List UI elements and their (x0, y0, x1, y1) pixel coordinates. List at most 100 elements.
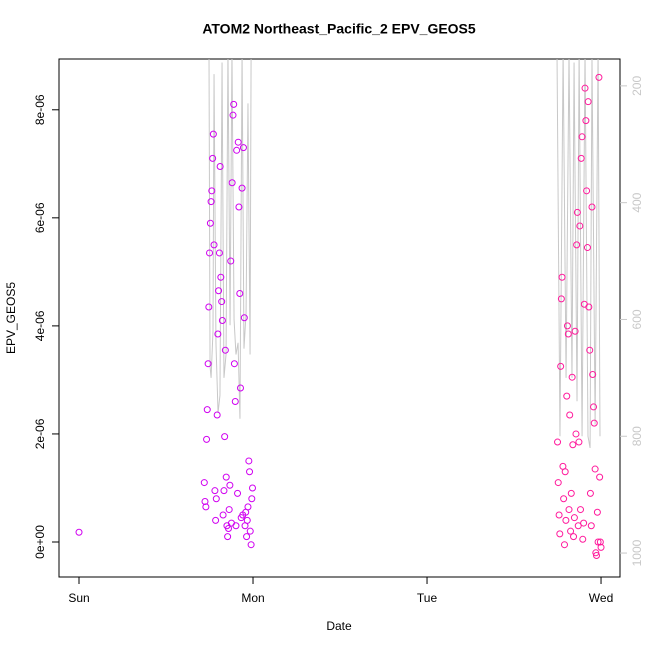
point (230, 100, 238, 108)
point (234, 138, 242, 146)
point (230, 360, 238, 368)
point (224, 524, 232, 532)
point (202, 503, 210, 511)
point (591, 465, 599, 473)
point (215, 249, 223, 257)
point (583, 187, 591, 195)
y-axis-label: EPV_GEOS5 (4, 282, 18, 354)
point (248, 495, 256, 503)
point (229, 111, 237, 119)
x-tick-label: Tue (417, 591, 438, 605)
point (593, 508, 601, 516)
point (572, 430, 580, 438)
point (585, 303, 593, 311)
point (75, 528, 83, 536)
point (246, 468, 254, 476)
y2-tick-label: 600 (630, 309, 644, 329)
point (200, 479, 208, 487)
point (597, 543, 605, 551)
point (570, 533, 578, 541)
point (243, 516, 251, 524)
point (565, 506, 573, 514)
point (225, 506, 233, 514)
point (577, 506, 585, 514)
point (554, 438, 562, 446)
point (560, 495, 568, 503)
point (562, 516, 570, 524)
point (217, 273, 225, 281)
point (582, 117, 590, 125)
point (233, 146, 241, 154)
y-tick-label: 0e+00 (33, 525, 47, 559)
point (228, 179, 236, 187)
point (567, 527, 575, 535)
point (238, 184, 246, 192)
point (210, 241, 218, 249)
point (203, 406, 211, 414)
point (240, 314, 248, 322)
point (594, 538, 602, 546)
x-tick-label: Wed (589, 591, 613, 605)
point (205, 303, 213, 311)
point (236, 289, 244, 297)
y2-tick-label: 1000 (630, 539, 644, 566)
point (593, 551, 601, 559)
point (578, 133, 586, 141)
point (580, 519, 588, 527)
point (203, 435, 211, 443)
point (220, 487, 228, 495)
point (586, 489, 594, 497)
y-tick-label: 8e-06 (33, 94, 47, 125)
point (555, 511, 563, 519)
point (570, 514, 578, 522)
point (212, 516, 220, 524)
point (581, 84, 589, 92)
point (568, 373, 576, 381)
line (208, 59, 601, 449)
point (557, 362, 565, 370)
x-axis-label: Date (326, 619, 352, 633)
point (244, 503, 252, 511)
point (573, 208, 581, 216)
plot-frame (58, 58, 621, 578)
point (561, 468, 569, 476)
y-tick-label: 2e-06 (33, 418, 47, 449)
point (580, 300, 588, 308)
point (569, 441, 577, 449)
point (554, 479, 562, 487)
point (586, 346, 594, 354)
point (579, 535, 587, 543)
y2-tick-label: 400 (630, 192, 644, 212)
point (595, 73, 603, 81)
point (245, 457, 253, 465)
point (227, 519, 235, 527)
point (231, 398, 239, 406)
point (590, 419, 598, 427)
y-tick-label: 4e-06 (33, 310, 47, 341)
point (227, 257, 235, 265)
point (576, 222, 584, 230)
point (226, 481, 234, 489)
point (566, 411, 574, 419)
point (247, 541, 255, 549)
point (596, 473, 604, 481)
point (573, 241, 581, 249)
point (575, 438, 583, 446)
point (212, 495, 220, 503)
point (592, 549, 600, 557)
point (558, 273, 566, 281)
point (215, 287, 223, 295)
point (571, 327, 579, 335)
point (246, 527, 254, 535)
point (221, 433, 229, 441)
point (219, 511, 227, 519)
point (583, 244, 591, 252)
point (584, 98, 592, 106)
point (211, 487, 219, 495)
point (221, 346, 229, 354)
point (577, 154, 585, 162)
point (235, 203, 243, 211)
point (204, 360, 212, 368)
x-tick-label: Mon (241, 591, 264, 605)
